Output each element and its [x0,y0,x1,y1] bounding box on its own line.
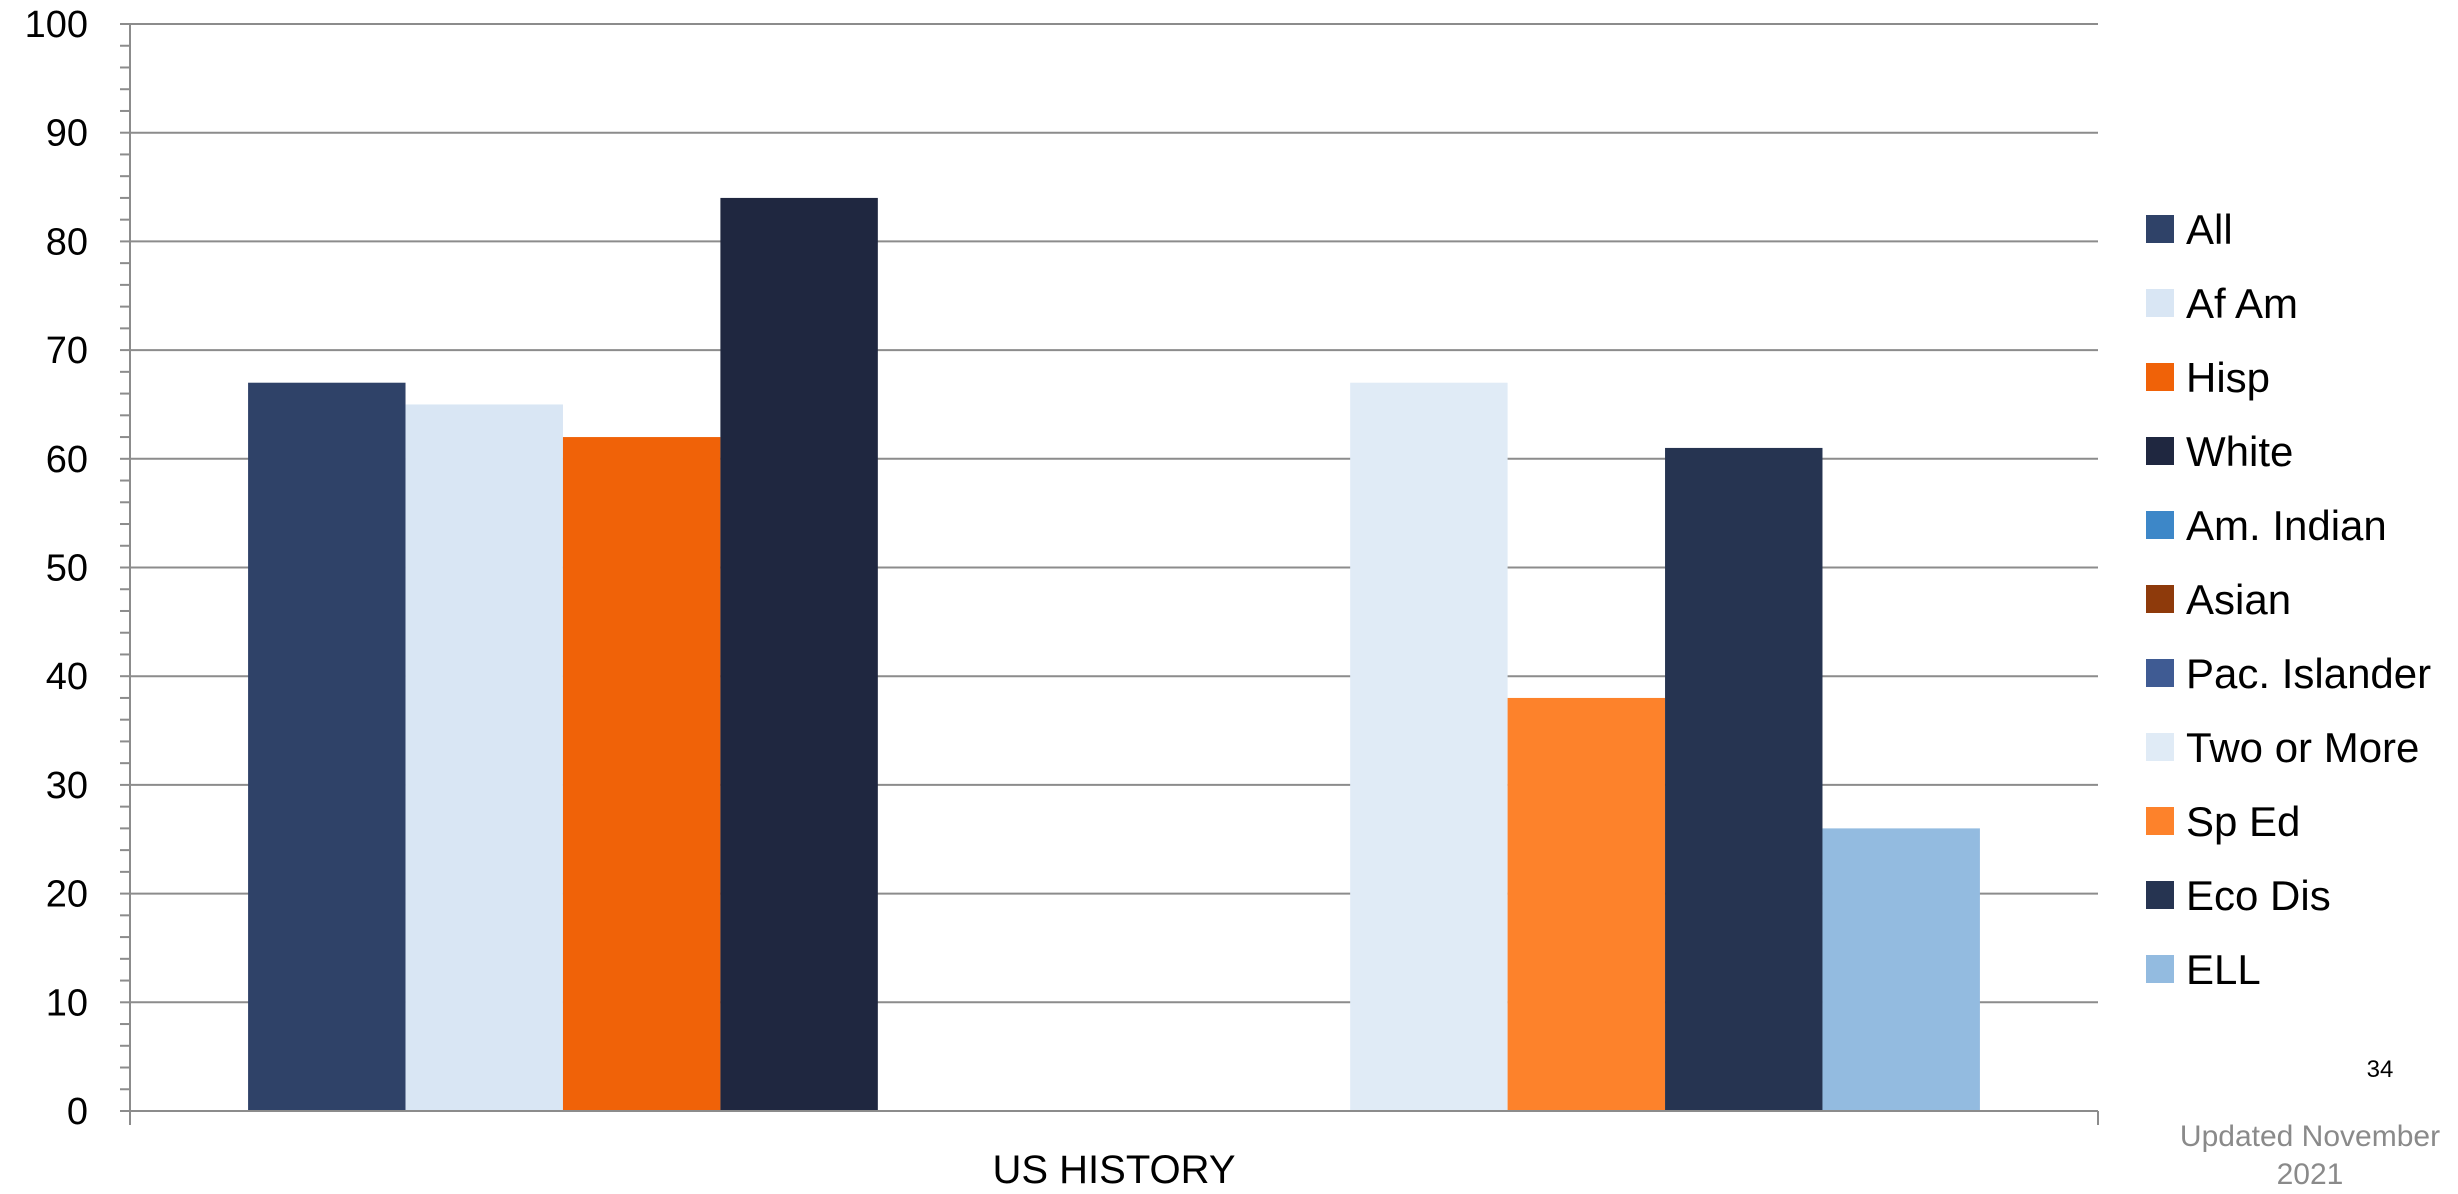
legend-swatch [2146,511,2174,539]
legend-swatch [2146,437,2174,465]
y-tick-label: 60 [46,439,88,481]
legend-swatch [2146,807,2174,835]
bar-eco-dis [1665,447,1823,1111]
y-tick-label: 70 [46,330,88,372]
bars [248,197,1980,1112]
page-number: 34 [2366,1056,2394,1083]
axes: 0 10 20 30 40 50 60 70 80 90 100 US HISTORY [25,4,2099,1188]
bar-two-or-more [1350,382,1508,1112]
legend-label: White [2186,428,2293,475]
legend-swatch [2146,289,2174,317]
y-tick-label: 30 [46,765,88,807]
legend-swatch [2146,733,2174,761]
legend-label: All [2186,206,2233,253]
y-tick-label: 10 [46,982,88,1024]
y-tick-label: 80 [46,221,88,263]
bar-hisp [562,437,721,1111]
legend-label: Am. Indian [2186,502,2387,549]
legend-swatch [2146,955,2174,983]
bar-all [248,382,406,1112]
legend-swatch [2146,215,2174,243]
y-tick-label: 20 [46,874,88,916]
x-category-label: US HISTORY [992,1148,1235,1188]
legend-label: Asian [2186,576,2291,623]
y-tick-label: 100 [25,4,88,46]
legend-label: Sp Ed [2186,798,2300,845]
legend-swatch [2146,881,2174,909]
legend-label: Hisp [2186,354,2270,401]
legend-swatch [2146,659,2174,687]
legend-label: ELL [2186,946,2261,993]
updated-note: Updated November 2021 [2179,1120,2441,1191]
legend-label: Pac. Islander [2186,650,2431,697]
legend-label: Two or More [2186,724,2419,771]
legend-swatch [2146,585,2174,613]
y-tick-label: 50 [46,548,88,590]
legend: All Af Am Hisp White Am. Indian Asian Pac. Isl… [2146,206,2431,993]
bar-white [720,197,878,1112]
legend-label: Af Am [2186,280,2298,327]
bar-af-am [405,404,563,1111]
y-tick-label: 40 [46,656,88,698]
y-tick-label: 0 [67,1091,88,1133]
bar-ell [1822,828,1980,1111]
legend-label: Eco Dis [2186,872,2331,919]
y-tick-label: 90 [46,113,88,155]
legend-swatch [2146,363,2174,391]
bar-sp-ed [1507,697,1666,1111]
